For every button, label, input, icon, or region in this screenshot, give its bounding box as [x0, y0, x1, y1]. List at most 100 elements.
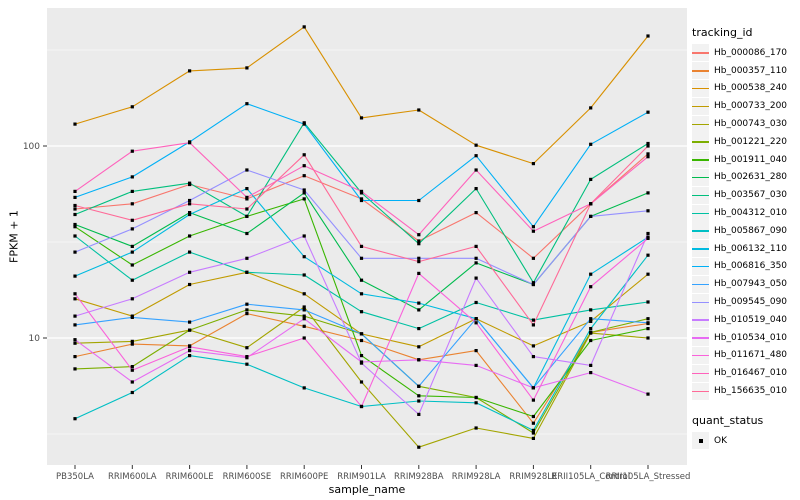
- data-point-Hb_000743_030-RRIM928BA: [417, 445, 421, 449]
- data-point-Hb_009545_090-RRIM600LE: [188, 198, 192, 203]
- data-point-Hb_004312_010-RRIM928BA: [417, 327, 421, 331]
- legend-key-swatch: [692, 79, 709, 97]
- data-point-Hb_002631_280-RRIM928LA: [474, 261, 478, 265]
- data-point-Hb_010534_010-RRII105LA_Control: [589, 371, 593, 375]
- data-point-Hb_016467_010-RRIM928BA: [417, 233, 421, 237]
- data-point-Hb_011671_480-PB350LA: [73, 292, 77, 296]
- x-tick-label-RRIM600PE: RRIM600PE: [280, 472, 328, 482]
- data-point-Hb_006816_350-RRIM928LE: [531, 225, 535, 229]
- data-point-Hb_000743_030-RRIM928LE: [531, 436, 535, 440]
- data-point-Hb_004312_010-RRIM600LA: [130, 278, 134, 282]
- data-point-Hb_156635_010-RRII105LA_Control: [589, 202, 593, 206]
- x-tick-label-RRIM600LE: RRIM600LE: [166, 472, 214, 482]
- data-point-Hb_010519_040-RRIM600SE: [245, 256, 249, 260]
- legend-label: Hb_001911_040: [714, 154, 788, 165]
- data-point-Hb_000733_200-RRIM928LE: [531, 344, 535, 348]
- legend-label: Hb_010534_010: [714, 332, 788, 343]
- data-point-Hb_000357_110-RRIM928LA: [474, 349, 478, 353]
- x-tick-label-RRIM928LA: RRIM928LA: [452, 472, 501, 482]
- data-point-Hb_000357_110-RRIM600SE: [245, 312, 249, 316]
- data-point-Hb_007943_050-RRIM600LA: [130, 315, 134, 319]
- legend-item-Hb_000743_030: Hb_000743_030: [692, 115, 798, 133]
- data-point-Hb_003567_030-RRIM600LE: [188, 181, 192, 185]
- data-point-Hb_002631_280-PB350LA: [73, 222, 77, 227]
- data-point-Hb_011671_480-RRIM928LE: [531, 398, 535, 402]
- legend-key-swatch: [692, 115, 709, 133]
- data-point-Hb_156635_010-RRIM928BA: [417, 260, 421, 264]
- data-point-Hb_009545_090-RRII105LA_Stressed: [646, 209, 650, 213]
- data-point-Hb_000538_240-RRIM928LA: [474, 143, 478, 147]
- data-point-Hb_000086_170-PB350LA: [73, 207, 77, 211]
- data-point-Hb_010534_010-RRIM928LA: [474, 363, 478, 367]
- data-point-Hb_005867_090-RRIM600PE: [302, 386, 306, 390]
- data-point-Hb_006816_350-RRIM928BA: [417, 198, 421, 203]
- data-point-Hb_156635_010-PB350LA: [73, 203, 77, 208]
- data-point-Hb_002631_280-RRIM600SE: [245, 231, 249, 236]
- data-point-Hb_009545_090-RRII105LA_Control: [589, 214, 593, 218]
- legend-item-Hb_009545_090: Hb_009545_090: [692, 293, 798, 311]
- data-point-Hb_006132_110-RRIM600LA: [130, 250, 134, 254]
- data-point-Hb_006816_350-RRIM901LA: [359, 198, 364, 203]
- data-point-Hb_156635_010-RRIM600SE: [245, 207, 249, 211]
- data-point-Hb_002631_280-RRII105LA_Stressed: [646, 191, 650, 195]
- data-point-Hb_010519_040-RRII105LA_Control: [589, 363, 593, 367]
- data-point-Hb_007943_050-RRIM928LA: [474, 317, 478, 321]
- legend-item-Hb_016467_010: Hb_016467_010: [692, 364, 798, 382]
- data-point-Hb_011671_480-RRIM600LE: [188, 345, 192, 349]
- data-point-Hb_009545_090-RRIM928BA: [417, 256, 421, 260]
- data-point-Hb_001911_040-PB350LA: [73, 225, 77, 229]
- data-point-Hb_010519_040-RRIM600LA: [130, 297, 134, 301]
- x-tick-label-RRIM600LA: RRIM600LA: [108, 472, 157, 482]
- data-point-Hb_156635_010-RRIM600LA: [130, 218, 134, 222]
- data-point-Hb_007943_050-RRII105LA_Stressed: [646, 321, 650, 325]
- data-point-Hb_001911_040-RRII105LA_Control: [589, 338, 593, 343]
- data-point-Hb_003567_030-RRII105LA_Control: [589, 177, 593, 181]
- data-point-Hb_010534_010-RRIM928BA: [417, 358, 421, 362]
- data-point-Hb_002631_280-RRIM928BA: [417, 308, 421, 312]
- data-point-Hb_001911_040-RRIM600LE: [188, 234, 192, 238]
- legend-item-Hb_005867_090: Hb_005867_090: [692, 222, 798, 240]
- legend-key-swatch: [692, 151, 709, 169]
- data-point-Hb_005867_090-RRII105LA_Control: [589, 327, 593, 331]
- legend-label: Hb_006816_350: [714, 261, 788, 272]
- data-point-Hb_000538_240-RRIM928LE: [531, 162, 535, 166]
- data-point-Hb_000733_200-RRII105LA_Control: [589, 319, 593, 323]
- data-point-Hb_000743_030-RRIM600LA: [130, 339, 134, 343]
- data-point-Hb_005867_090-RRII105LA_Stressed: [646, 253, 650, 257]
- data-point-Hb_000733_200-RRIM600LE: [188, 282, 192, 287]
- data-point-Hb_000086_170-RRIM600PE: [302, 174, 306, 178]
- data-point-Hb_011671_480-RRII105LA_Control: [589, 285, 593, 289]
- data-point-Hb_001221_220-PB350LA: [73, 367, 77, 371]
- x-tick-label-PB350LA: PB350LA: [56, 472, 94, 482]
- data-point-Hb_004312_010-RRIM600LE: [188, 250, 192, 254]
- data-point-Hb_001911_040-RRIM928BA: [417, 394, 421, 398]
- legend-item-Hb_001221_220: Hb_001221_220: [692, 133, 798, 151]
- data-point-Hb_009545_090-RRIM901LA: [359, 256, 364, 260]
- data-point-Hb_010519_040-RRII105LA_Stressed: [646, 231, 650, 236]
- legend-item-Hb_004312_010: Hb_004312_010: [692, 204, 798, 222]
- data-point-Hb_011671_480-RRIM901LA: [359, 404, 364, 409]
- data-point-Hb_006816_350-RRIM600PE: [302, 122, 306, 126]
- legend-label: Hb_009545_090: [714, 297, 788, 308]
- legend-label: Hb_000733_200: [714, 101, 788, 112]
- data-point-Hb_010534_010-PB350LA: [73, 338, 77, 342]
- data-point-Hb_003567_030-RRIM928BA: [417, 242, 421, 246]
- legend-item-Hb_000086_170: Hb_000086_170: [692, 44, 798, 62]
- data-point-Hb_001911_040-RRIM901LA: [359, 354, 364, 358]
- data-point-Hb_000086_170-RRIM928LA: [474, 211, 478, 215]
- data-point-Hb_010534_010-RRIM928LE: [531, 386, 535, 390]
- data-point-Hb_016467_010-RRIM600SE: [245, 195, 249, 199]
- x-tick-label-RRIM928LE: RRIM928LE: [509, 472, 557, 482]
- data-point-Hb_001221_220-RRIM600SE: [245, 308, 249, 312]
- data-point-Hb_010519_040-RRIM600PE: [302, 234, 306, 238]
- data-point-Hb_002631_280-RRIM600PE: [302, 191, 306, 195]
- data-point-Hb_009545_090-RRIM600SE: [245, 168, 249, 172]
- data-point-Hb_000743_030-PB350LA: [73, 341, 77, 345]
- data-point-Hb_010534_010-RRIM600LE: [188, 349, 192, 353]
- data-point-Hb_005867_090-RRIM600LA: [130, 390, 134, 395]
- x-axis-title: sample_name: [328, 483, 406, 496]
- data-point-Hb_004312_010-RRIM901LA: [359, 310, 364, 314]
- data-point-Hb_007943_050-RRIM600SE: [245, 302, 249, 306]
- data-point-Hb_156635_010-RRIM928LA: [474, 244, 478, 248]
